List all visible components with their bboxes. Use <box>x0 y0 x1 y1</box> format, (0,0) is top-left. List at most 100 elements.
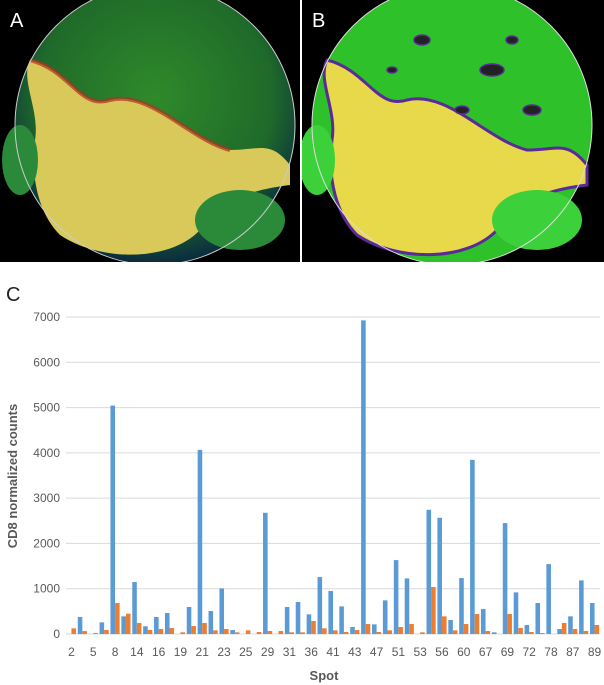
bar-series-1-18 <box>263 512 268 634</box>
x-axis-title: Spot <box>310 668 340 683</box>
bar-series-1-47 <box>579 580 584 634</box>
bar-series-2-10 <box>180 632 186 634</box>
panel-label-a: A <box>10 10 24 32</box>
x-tick-label: 53 <box>414 645 428 659</box>
bar-series-2-42 <box>529 632 534 634</box>
x-tick-label: 69 <box>501 645 515 659</box>
bar-series-1-20 <box>284 607 290 634</box>
bar-series-2-45 <box>561 622 567 634</box>
bar-series-1-8 <box>154 617 159 634</box>
y-tick-label: 1000 <box>33 582 60 596</box>
bar-series-2-40 <box>507 614 512 634</box>
bar-series-2-46 <box>572 629 578 634</box>
bar-series-2-47 <box>583 631 589 634</box>
bar-series-1-3 <box>99 622 105 634</box>
x-tick-label: 67 <box>479 645 493 659</box>
bar-series-2-14 <box>224 629 229 634</box>
bar-series-2-30 <box>398 627 403 634</box>
bar-series-2-18 <box>267 631 273 634</box>
bar-series-1-1 <box>77 617 83 634</box>
bar-series-1-21 <box>295 602 301 634</box>
y-axis-title: CD8 normalized counts <box>5 404 20 548</box>
x-tick-label: 29 <box>261 645 275 659</box>
bar-series-1-37 <box>470 459 475 634</box>
bar-series-1-31 <box>404 578 410 634</box>
y-tick-label: 7000 <box>33 310 60 324</box>
x-tick-label: 60 <box>457 645 471 659</box>
bar-series-1-43 <box>535 603 541 634</box>
x-tick-label: 21 <box>196 645 210 659</box>
bar-series-2-15 <box>234 632 240 634</box>
bar-series-2-6 <box>136 622 142 634</box>
bar-series-2-16 <box>245 630 251 634</box>
x-tick-label: 31 <box>283 645 297 659</box>
microscopy-image-b: B <box>302 0 604 262</box>
bar-series-2-27 <box>365 624 371 634</box>
y-tick-label: 5000 <box>33 401 60 415</box>
bar-series-2-43 <box>540 633 545 634</box>
bar-series-2-8 <box>158 629 164 634</box>
x-tick-label: 78 <box>544 645 558 659</box>
bar-series-1-14 <box>219 588 225 634</box>
bar-series-1-44 <box>546 564 551 634</box>
bar-series-1-4 <box>110 405 116 634</box>
x-tick-label: 36 <box>305 645 319 659</box>
x-tick-label: 8 <box>112 645 119 659</box>
bar-series-2-33 <box>431 587 436 634</box>
bar-series-1-24 <box>328 591 333 634</box>
bar-series-1-23 <box>317 577 323 634</box>
bar-series-2-19 <box>278 631 284 634</box>
x-tick-label: 87 <box>566 645 580 659</box>
bar-series-1-38 <box>480 609 486 634</box>
panel-label-b: B <box>312 10 326 32</box>
bar-series-1-27 <box>361 320 366 634</box>
bar-series-2-5 <box>125 613 131 634</box>
bar-series-1-28 <box>372 624 377 634</box>
bar-series-2-29 <box>387 630 393 634</box>
bar-series-2-11 <box>191 626 196 634</box>
bar-series-2-34 <box>441 616 447 634</box>
bar-series-2-41 <box>518 628 523 634</box>
x-tick-label: 25 <box>239 645 253 659</box>
bar-series-2-32 <box>420 632 425 634</box>
x-tick-label: 2 <box>68 645 75 659</box>
bar-series-2-25 <box>343 632 349 634</box>
bar-series-2-20 <box>289 632 294 634</box>
bar-series-1-30 <box>393 560 399 634</box>
y-tick-label: 6000 <box>33 355 60 369</box>
bar-series-2-0 <box>71 628 77 634</box>
bar-series-2-13 <box>213 630 218 634</box>
y-tick-label: 2000 <box>33 536 60 550</box>
x-tick-label: 19 <box>174 645 188 659</box>
bar-series-2-1 <box>82 631 87 634</box>
x-tick-label: 51 <box>392 645 406 659</box>
bar-series-1-40 <box>502 523 508 634</box>
y-tick-label: 0 <box>53 627 60 641</box>
bar-series-2-9 <box>169 628 175 634</box>
bar-series-2-37 <box>474 614 480 634</box>
x-tick-label: 5 <box>90 645 97 659</box>
x-tick-label: 43 <box>348 645 362 659</box>
bar-series-2-28 <box>376 632 382 634</box>
tissue-core-a <box>2 0 296 262</box>
bar-series-2-7 <box>147 629 153 634</box>
x-tick-label: 16 <box>152 645 166 659</box>
x-tick-label: 56 <box>435 645 449 659</box>
bar-series-2-31 <box>409 624 414 634</box>
bar-series-1-6 <box>132 582 137 634</box>
bar-series-2-26 <box>354 630 360 634</box>
bar-series-2-48 <box>594 624 600 634</box>
bar-series-1-48 <box>589 603 595 634</box>
bar-series-1-41 <box>513 592 519 634</box>
bar-series-1-35 <box>448 620 453 634</box>
tissue-core-b-segmented <box>302 0 593 262</box>
bar-series-2-24 <box>333 630 338 634</box>
x-tick-label: 41 <box>326 645 340 659</box>
bar-series-1-22 <box>306 614 312 634</box>
y-tick-label: 4000 <box>33 446 60 460</box>
bar-series-2-2 <box>93 633 98 634</box>
bar-series-2-38 <box>485 631 491 634</box>
bar-series-1-12 <box>197 449 203 634</box>
bar-series-1-5 <box>121 616 126 634</box>
y-tick-label: 3000 <box>33 491 60 505</box>
